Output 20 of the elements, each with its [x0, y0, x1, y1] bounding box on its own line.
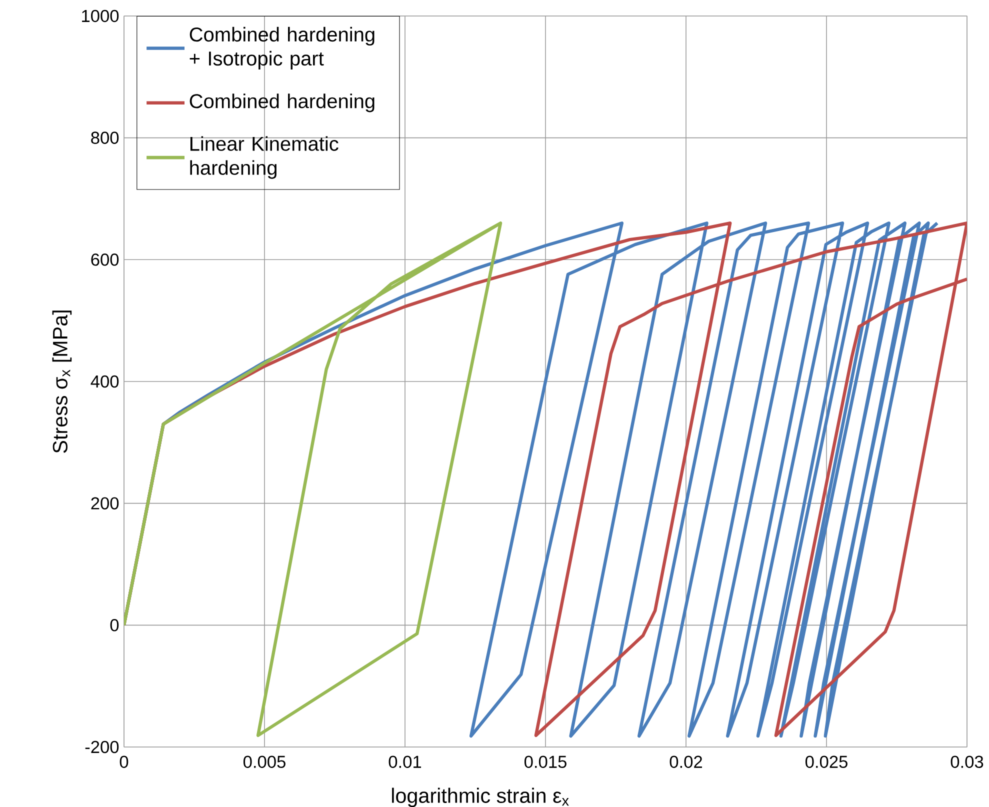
x-tick-label: 0 — [120, 756, 128, 768]
x-tick-label: 0.025 — [805, 756, 848, 768]
y-tick-label: 600 — [91, 254, 119, 266]
x-tick-label: 0.005 — [243, 756, 286, 768]
legend-label: Combined hardening — [190, 94, 374, 112]
y-tick-label: 0 — [110, 619, 119, 632]
legend-label: Linear Kinematic hardening — [190, 136, 338, 179]
y-tick-label: 800 — [91, 132, 119, 144]
x-axis-title: logarithmic strain ε$_{x}$ — [392, 788, 569, 807]
y-tick-label: 1000 — [82, 10, 119, 22]
y-tick-label: 200 — [91, 497, 119, 510]
legend-label: Combined hardening + Isotropic part — [190, 26, 374, 70]
x-tick-label: 0.02 — [670, 756, 702, 768]
y-axis-title: Stress σ$_{x}$ [MPa] — [52, 310, 72, 453]
line-series — [124, 222, 502, 738]
x-tick-label: 0.015 — [524, 756, 566, 768]
x-tick-label: 0.01 — [388, 756, 422, 768]
y-tick-label: 400 — [90, 375, 119, 388]
x-tick-label: 0.03 — [950, 756, 984, 768]
y-tick-label: -200 — [85, 740, 119, 754]
